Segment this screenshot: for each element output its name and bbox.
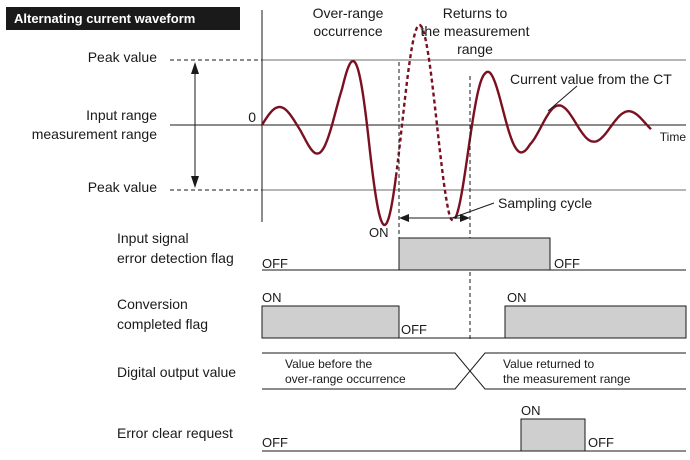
- current-value-pointer: [547, 85, 578, 112]
- sampling-cycle-arrow-right: [460, 214, 470, 222]
- peak-value-top-label: Peak value: [88, 49, 157, 65]
- diagram-title: Alternating current waveform: [14, 11, 195, 26]
- conversion-off: OFF: [401, 322, 427, 337]
- range-arrow-head-down: [191, 176, 199, 188]
- ac-waveform-before: [260, 59, 398, 227]
- conversion-flag-label-1: Conversion: [117, 296, 188, 312]
- sampling-cycle-label: Sampling cycle: [498, 195, 592, 211]
- conversion-on-left: ON: [262, 290, 282, 305]
- ac-waveform-overrange: [394, 23, 456, 222]
- current-value-label: Current value from the CT: [510, 71, 672, 87]
- digital-output-label: Digital output value: [117, 364, 236, 380]
- input-error-off-left: OFF: [262, 256, 288, 271]
- input-error-flag-label-1: Input signal: [117, 230, 189, 246]
- input-error-on-pulse: [398, 237, 551, 271]
- ac-waveform-after: [453, 70, 652, 220]
- conversion-on-right: ON: [507, 290, 527, 305]
- input-error-on: ON: [369, 225, 389, 240]
- conversion-on-pulse-left: [261, 305, 400, 339]
- digital-output-bus-line-2: [262, 352, 686, 390]
- error-clear-label: Error clear request: [117, 425, 233, 441]
- input-range-label-1: Input range: [86, 107, 157, 123]
- time-label: Time: [660, 130, 687, 144]
- input-range-label-2: measurement range: [32, 126, 158, 142]
- range-arrow-head-up: [191, 62, 199, 74]
- title-badge: [6, 7, 240, 30]
- input-error-off-right: OFF: [554, 256, 580, 271]
- error-clear-on-pulse: [520, 418, 586, 452]
- overrange-label-1: Over-range: [313, 5, 384, 21]
- error-clear-off-right: OFF: [588, 435, 614, 450]
- input-error-flag-label-2: error detection flag: [117, 250, 234, 266]
- value-before-label-1: Value before the: [285, 357, 373, 371]
- value-before-label-2: over-range occurrence: [285, 372, 406, 386]
- conversion-on-pulse-right: [504, 305, 687, 339]
- peak-value-bottom-label: Peak value: [88, 179, 157, 195]
- conversion-flag-label-2: completed flag: [117, 316, 208, 332]
- error-clear-off-left: OFF: [262, 435, 288, 450]
- overrange-label-2: occurrence: [313, 23, 382, 39]
- value-after-label-1: Value returned to: [503, 357, 594, 371]
- value-after-label-2: the measurement range: [503, 372, 631, 386]
- sampling-cycle-pointer: [451, 202, 495, 219]
- sampling-cycle-arrow-left: [399, 214, 409, 222]
- returns-label-1: Returns to: [443, 5, 508, 21]
- returns-label-3: range: [457, 41, 493, 57]
- zero-label: 0: [248, 109, 256, 125]
- error-clear-on: ON: [521, 403, 541, 418]
- returns-label-2: the measurement: [421, 23, 530, 39]
